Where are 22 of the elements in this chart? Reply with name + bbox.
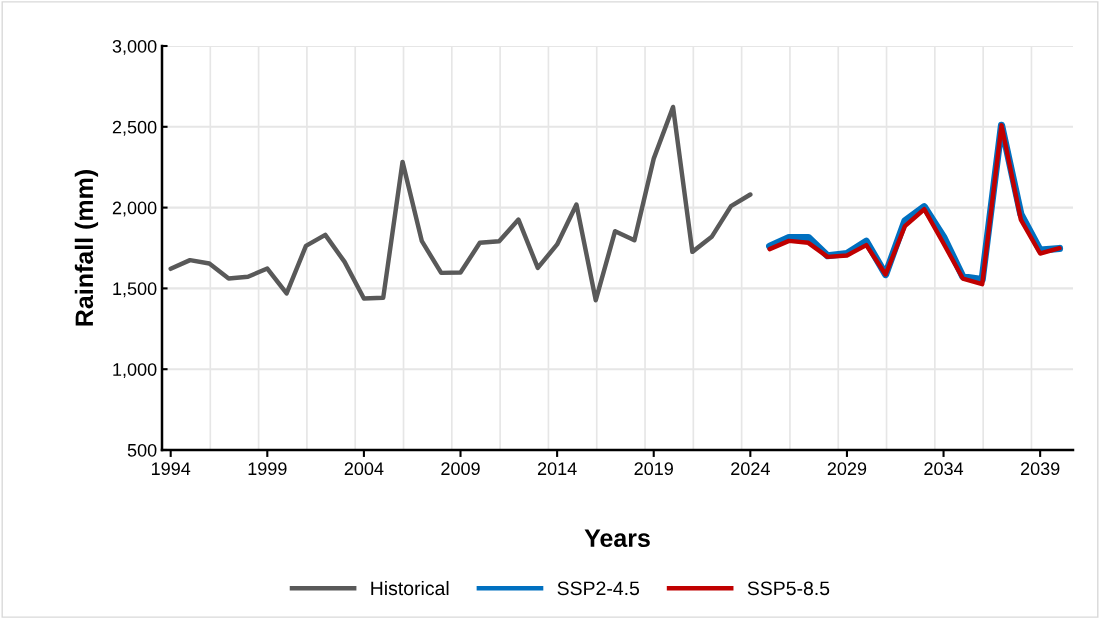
legend-label: SSP5-8.5 <box>747 581 830 596</box>
x-tick-label: 2034 <box>924 462 964 476</box>
x-tick-label: 2019 <box>634 462 673 476</box>
y-tick-label: 3,000 <box>112 39 157 55</box>
x-tick-label: 2029 <box>827 462 867 476</box>
legend-label: SSP2-4.5 <box>557 581 640 596</box>
y-tick-label: 1,000 <box>113 363 157 379</box>
legend-label: Historical <box>371 580 449 596</box>
x-tick-label: 2014 <box>537 462 577 476</box>
y-axis-title: Rainfall (mm) <box>74 170 99 326</box>
x-tick-label: 1994 <box>151 462 191 476</box>
y-tick-label: 500 <box>127 443 157 457</box>
y-tick-label: 1,500 <box>113 282 157 298</box>
y-tick-label: 2,500 <box>112 120 157 136</box>
line-series <box>168 104 753 303</box>
x-tick-label: 2024 <box>731 462 770 476</box>
y-tick-label: 2,000 <box>112 201 157 217</box>
x-tick-label: 2009 <box>441 462 480 476</box>
x-tick-label: 2004 <box>344 462 384 476</box>
x-axis-title: Years <box>584 529 650 547</box>
x-tick-label: 2039 <box>1020 462 1060 476</box>
x-tick-label: 1999 <box>248 462 287 476</box>
